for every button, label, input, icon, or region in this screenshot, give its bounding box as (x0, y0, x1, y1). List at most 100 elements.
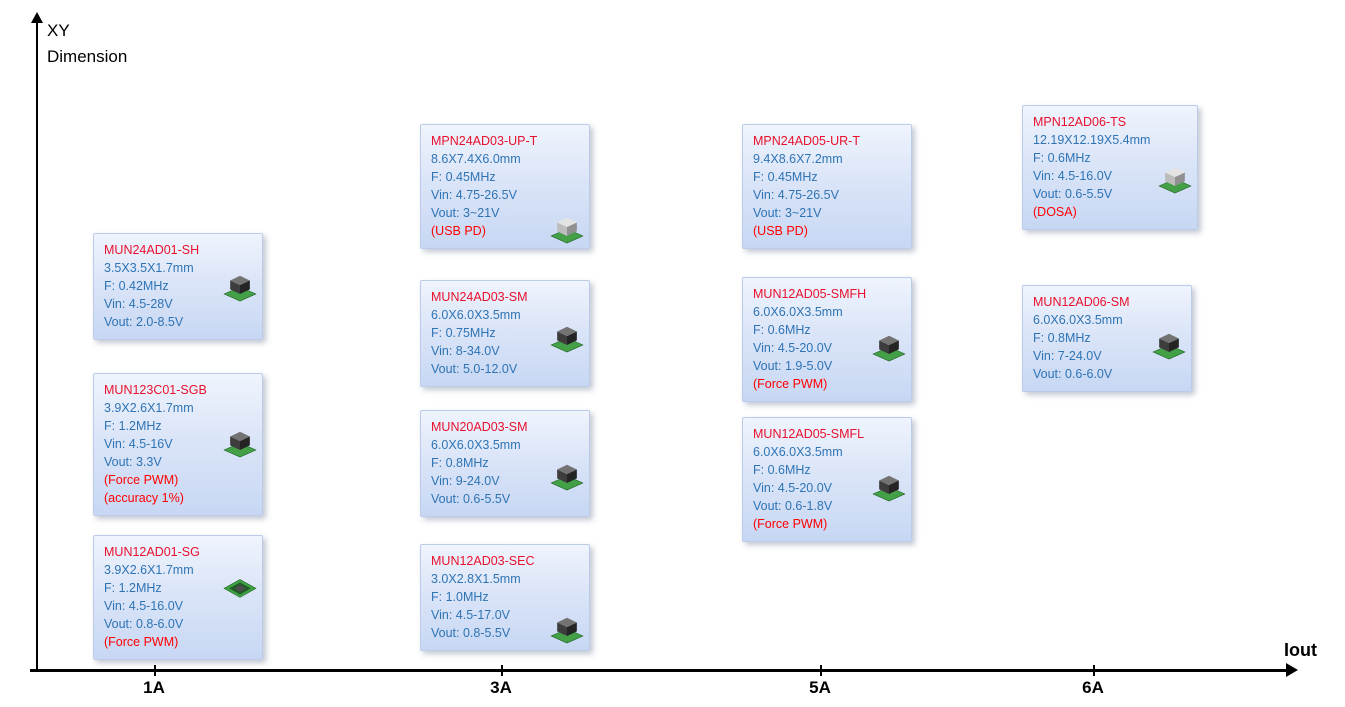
module-vout: Vout: 3~21V (431, 206, 500, 220)
y-axis-label: XY Dimension (47, 18, 127, 71)
y-axis-label-line2: Dimension (47, 47, 128, 67)
module-vout: Vout: 3.3V (104, 455, 162, 469)
x-axis-tick (1093, 665, 1095, 676)
module-card: MUN12AD03-SEC 3.0X2.8X1.5mm F: 1.0MHz Vi… (420, 544, 590, 651)
module-photo-icon (223, 272, 257, 302)
module-note: (USB PD) (753, 224, 808, 238)
module-vin: Vin: 4.75-26.5V (431, 188, 517, 202)
x-axis-tick (154, 665, 156, 676)
module-frequency: F: 0.42MHz (104, 279, 169, 293)
module-frequency: F: 1.2MHz (104, 581, 162, 595)
x-axis-tick (820, 665, 822, 676)
module-note: (Force PWM) (753, 517, 828, 531)
module-frequency: F: 0.6MHz (1033, 151, 1091, 165)
part-number: MPN12AD06-TS (1033, 115, 1127, 129)
module-frequency: F: 0.6MHz (753, 323, 811, 337)
module-frequency: F: 0.75MHz (431, 326, 496, 340)
module-note: (USB PD) (431, 224, 486, 238)
module-note: (Force PWM) (104, 635, 179, 649)
module-vout: Vout: 0.6-1.8V (753, 499, 833, 513)
module-card: MUN12AD01-SG 3.9X2.6X1.7mm F: 1.2MHz Vin… (93, 535, 263, 660)
module-vin: Vin: 9-24.0V (431, 474, 500, 488)
part-number: MUN24AD03-SM (431, 290, 528, 304)
module-size: 6.0X6.0X3.5mm (431, 438, 521, 452)
module-vout: Vout: 1.9-5.0V (753, 359, 833, 373)
module-note: (DOSA) (1033, 205, 1077, 219)
module-vout: Vout: 0.6-6.0V (1033, 367, 1113, 381)
module-photo-icon (550, 323, 584, 353)
module-photo-icon (1152, 330, 1186, 360)
part-number: MUN12AD05-SMFH (753, 287, 867, 301)
module-card: MUN20AD03-SM 6.0X6.0X3.5mm F: 0.8MHz Vin… (420, 410, 590, 517)
module-card: MPN12AD06-TS 12.19X12.19X5.4mm F: 0.6MHz… (1022, 105, 1198, 230)
module-vin: Vin: 4.5-16V (104, 437, 173, 451)
module-size: 3.9X2.6X1.7mm (104, 563, 194, 577)
module-vin: Vin: 7-24.0V (1033, 349, 1102, 363)
part-number: MUN20AD03-SM (431, 420, 528, 434)
module-size: 8.6X7.4X6.0mm (431, 152, 521, 166)
module-photo-icon (1158, 164, 1192, 194)
module-vin: Vin: 4.5-20.0V (753, 481, 832, 495)
module-card: MUN24AD01-SH 3.5X3.5X1.7mm F: 0.42MHz Vi… (93, 233, 263, 340)
module-vout: Vout: 5.0-12.0V (431, 362, 518, 376)
module-card: MUN24AD03-SM 6.0X6.0X3.5mm F: 0.75MHz Vi… (420, 280, 590, 387)
module-vout: Vout: 0.8-6.0V (104, 617, 184, 631)
module-photo-icon (550, 461, 584, 491)
module-photo-icon (550, 614, 584, 644)
module-photo-icon (872, 332, 906, 362)
module-size: 6.0X6.0X3.5mm (753, 305, 843, 319)
part-number: MUN123C01-SGB (104, 383, 207, 397)
part-number: MPN24AD05-UR-T (753, 134, 860, 148)
module-photo-icon (550, 214, 584, 244)
module-note: (Force PWM) (104, 473, 179, 487)
x-axis-tick-label: 5A (809, 678, 831, 697)
module-vout: Vout: 2.0-8.5V (104, 315, 184, 329)
module-card: MPN24AD05-UR-T 9.4X8.6X7.2mm F: 0.45MHz … (742, 124, 912, 249)
module-frequency: F: 0.6MHz (753, 463, 811, 477)
x-axis-arrow-icon (1286, 663, 1298, 677)
x-axis-tick-label: 3A (490, 678, 512, 697)
module-vin: Vin: 4.5-17.0V (431, 608, 510, 622)
module-card: MUN12AD05-SMFL 6.0X6.0X3.5mm F: 0.6MHz V… (742, 417, 912, 542)
module-vin: Vin: 4.5-20.0V (753, 341, 832, 355)
module-vout: Vout: 0.8-5.5V (431, 626, 511, 640)
module-frequency: F: 1.0MHz (431, 590, 489, 604)
x-axis-tick-label: 1A (143, 678, 165, 697)
x-axis-label: Iout (1284, 640, 1317, 660)
x-axis-tick (501, 665, 503, 676)
module-note: (Force PWM) (753, 377, 828, 391)
module-vin: Vin: 4.5-16.0V (104, 599, 183, 613)
module-vin: Vin: 4.5-28V (104, 297, 173, 311)
module-frequency: F: 0.45MHz (753, 170, 818, 184)
module-frequency: F: 1.2MHz (104, 419, 162, 433)
module-vout: Vout: 0.6-5.5V (1033, 187, 1113, 201)
module-size: 6.0X6.0X3.5mm (1033, 313, 1123, 327)
x-axis-tick-label: 6A (1082, 678, 1104, 697)
module-size: 3.9X2.6X1.7mm (104, 401, 194, 415)
module-card: MUN123C01-SGB 3.9X2.6X1.7mm F: 1.2MHz Vi… (93, 373, 263, 516)
part-number: MPN24AD03-UP-T (431, 134, 538, 148)
module-frequency: F: 0.8MHz (431, 456, 489, 470)
module-vin: Vin: 4.75-26.5V (753, 188, 839, 202)
y-axis-arrow-icon (31, 12, 43, 23)
module-card: MPN24AD03-UP-T 8.6X7.4X6.0mm F: 0.45MHz … (420, 124, 590, 249)
module-frequency: F: 0.45MHz (431, 170, 496, 184)
module-photo-icon (223, 572, 257, 602)
module-size: 9.4X8.6X7.2mm (753, 152, 843, 166)
module-size: 3.0X2.8X1.5mm (431, 572, 521, 586)
y-axis-label-line1: XY (47, 21, 70, 40)
y-axis (36, 22, 38, 672)
module-vin: Vin: 4.5-16.0V (1033, 169, 1112, 183)
module-size: 3.5X3.5X1.7mm (104, 261, 194, 275)
module-vout: Vout: 0.6-5.5V (431, 492, 511, 506)
module-note: (accuracy 1%) (104, 491, 184, 505)
part-number: MUN12AD05-SMFL (753, 427, 865, 441)
module-size: 6.0X6.0X3.5mm (431, 308, 521, 322)
part-number: MUN24AD01-SH (104, 243, 200, 257)
x-axis (30, 669, 1288, 672)
module-frequency: F: 0.8MHz (1033, 331, 1091, 345)
module-vout: Vout: 3~21V (753, 206, 822, 220)
module-vin: Vin: 8-34.0V (431, 344, 500, 358)
part-number: MUN12AD01-SG (104, 545, 200, 559)
